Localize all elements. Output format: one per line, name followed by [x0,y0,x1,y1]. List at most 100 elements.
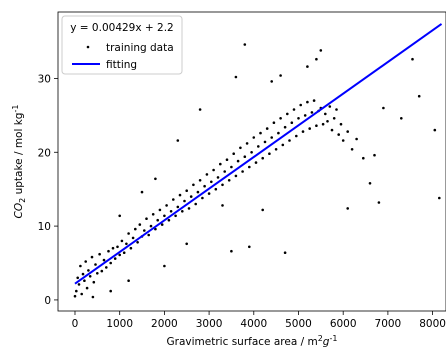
data-point [181,210,184,213]
data-point [109,289,112,293]
data-point [225,158,229,161]
x-tick-label: 0 [72,318,79,330]
x-tick-label: 2000 [151,318,178,330]
data-point [109,261,112,265]
data-point [227,179,231,182]
data-point [102,258,106,262]
data-point [125,242,128,246]
data-point [299,103,303,107]
data-point [272,121,276,124]
data-point [88,275,92,278]
data-point [92,280,96,284]
data-point [158,208,162,212]
data-point [330,128,334,132]
data-point [382,106,385,110]
data-point [131,236,135,240]
data-point [176,205,180,209]
data-point [221,204,224,207]
data-point [216,176,220,179]
data-point [306,100,309,104]
data-point [328,105,332,108]
data-point [77,283,81,286]
x-tick-label: 7000 [375,318,402,330]
data-point [105,266,108,269]
data-point [350,148,354,151]
data-point [265,127,269,130]
data-point [87,269,90,272]
data-point [234,75,238,79]
data-point [75,289,78,293]
data-point [167,218,171,222]
data-point [176,139,180,142]
data-point [83,279,86,283]
x-tick-label: 6000 [330,318,357,330]
data-point [189,195,193,198]
data-point [129,246,133,250]
data-point [315,124,318,127]
data-point [254,161,258,164]
data-point [196,190,200,194]
data-point [243,155,247,158]
data-point [160,223,164,226]
data-point [116,245,119,249]
data-point [286,112,289,116]
data-point [337,133,341,136]
x-tick-label: 1000 [106,318,133,330]
data-point [91,295,95,299]
data-point [373,153,376,157]
data-point [94,263,97,266]
data-point [120,239,124,243]
y-tick-label: 0 [44,295,51,307]
x-tick-label: 8000 [419,318,446,330]
data-point [127,279,130,283]
data-point [100,269,104,273]
data-point [183,199,186,203]
legend-label-fitting: fitting [106,59,137,71]
data-point [355,137,358,141]
data-point [346,130,350,133]
data-point [198,179,202,182]
data-point [257,145,260,148]
data-point [81,272,85,276]
data-point [341,139,345,142]
data-point [281,143,285,147]
data-point [263,140,267,144]
data-point [90,255,94,259]
data-point [243,43,247,46]
data-point [236,159,240,163]
y-axis-title: CO2 uptake / mol kg-1 [11,105,27,219]
data-point [230,165,233,169]
data-point [172,198,175,201]
data-point [306,65,309,68]
data-point [277,131,280,135]
plot-area [73,23,443,299]
data-point [165,204,168,207]
data-point [326,120,329,123]
data-point [377,201,381,204]
data-point [221,183,224,187]
data-point [438,196,441,200]
data-point [268,152,271,155]
data-point [219,162,222,166]
legend-header: y = 0.00429x + 2.2 [70,22,174,34]
data-point [205,173,209,176]
data-point [118,214,121,218]
data-point [79,264,82,268]
data-point [185,242,188,246]
data-point [96,272,99,275]
data-point [156,218,159,222]
data-point [138,223,142,226]
legend: y = 0.00429x + 2.2 training data fitting [61,15,183,75]
data-point [210,180,213,184]
data-point [76,276,79,280]
data-point [346,207,350,210]
data-point [98,252,101,256]
data-point [223,170,226,173]
data-point [111,246,115,250]
x-axis: 0 1000 2000 3000 4000 5000 6000 7000 8000 [72,311,446,330]
legend-box [61,15,183,75]
data-point [163,264,166,268]
data-point [368,182,372,185]
y-axis: 0 10 20 30 [38,73,58,307]
data-point [214,187,218,191]
